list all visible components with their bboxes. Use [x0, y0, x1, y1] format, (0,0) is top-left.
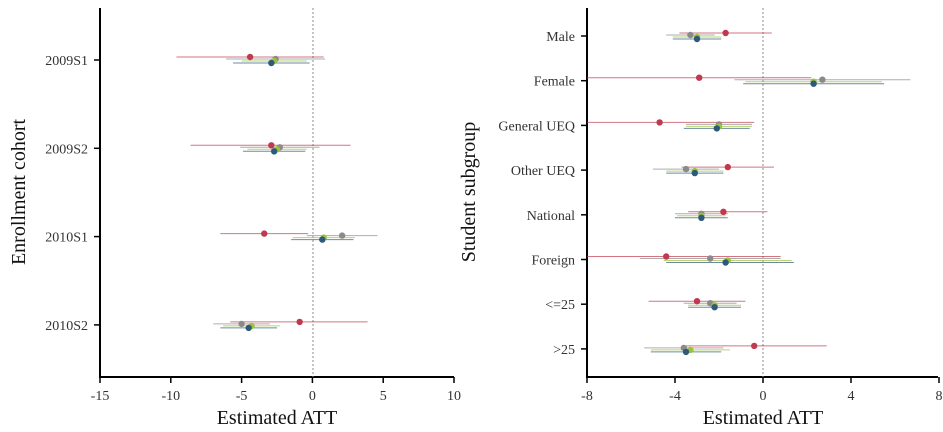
data-point — [682, 348, 690, 356]
right-y-tick-label: General UEQ — [498, 119, 575, 134]
data-point — [245, 324, 252, 332]
left-y-tick-label: 2009S1 — [45, 54, 88, 69]
right-y-axis-label: Student subgroup — [458, 122, 480, 263]
data-point — [238, 320, 245, 328]
right-x-tick-label: 8 — [936, 389, 943, 404]
left-x-tick-label: 10 — [447, 389, 461, 404]
data-point — [319, 236, 326, 243]
data-point — [270, 148, 278, 155]
panel-student-subgroup: -8 -4 0 4 8 Male Female General UEQ Other UEQ Na… — [458, 8, 943, 429]
data-point — [713, 125, 720, 132]
left-y-tick-label: 2010S2 — [45, 319, 88, 334]
right-y-tick-label: >25 — [553, 343, 575, 358]
data-point — [819, 76, 826, 83]
data-point — [296, 318, 303, 326]
data-point — [687, 31, 694, 39]
left-x-tick-label: -5 — [236, 389, 248, 404]
data-point — [663, 253, 670, 260]
data-point — [691, 169, 698, 177]
right-y-tick-label: Male — [546, 30, 575, 45]
right-x-axis-label: Estimated ATT — [703, 407, 824, 429]
data-point — [698, 214, 705, 221]
left-x-tick-label: 5 — [380, 389, 387, 404]
data-point — [682, 165, 690, 173]
data-point — [751, 342, 758, 350]
data-point — [246, 53, 254, 61]
right-y-ticks: Male Female General UEQ Other UEQ National Fo… — [498, 30, 587, 358]
right-y-tick-label: <=25 — [545, 298, 575, 313]
right-y-tick-label: Other UEQ — [511, 164, 575, 179]
right-y-tick-label: Foreign — [531, 254, 575, 269]
data-point — [724, 163, 731, 171]
panel-enrollment-cohort: -15 -10 -5 0 5 10 2009S1 2009S2 2010S1 2010S2 Es… — [8, 8, 461, 429]
right-x-ticks: -8 -4 0 4 8 — [581, 377, 943, 404]
right-marks — [587, 29, 911, 356]
data-point — [696, 74, 703, 81]
left-x-tick-label: 0 — [309, 389, 316, 404]
data-point — [707, 255, 714, 262]
data-point — [693, 298, 701, 305]
right-y-tick-label: National — [527, 209, 575, 224]
data-point — [268, 59, 275, 67]
data-point — [261, 230, 268, 237]
left-x-tick-label: -10 — [161, 389, 180, 404]
data-point — [720, 208, 727, 215]
data-point — [338, 232, 346, 239]
right-x-tick-label: -4 — [669, 389, 681, 404]
right-x-tick-label: -8 — [581, 389, 593, 404]
data-point — [810, 80, 817, 87]
left-x-axis-label: Estimated ATT — [217, 407, 338, 429]
left-x-ticks: -15 -10 -5 0 5 10 — [91, 377, 461, 404]
right-x-tick-label: 4 — [848, 389, 855, 404]
left-x-tick-label: -15 — [91, 389, 110, 404]
right-y-tick-label: Female — [534, 75, 575, 90]
left-y-ticks: 2009S1 2009S2 2010S1 2010S2 — [45, 54, 100, 334]
right-x-tick-label: 0 — [760, 389, 767, 404]
left-y-axis-label: Enrollment cohort — [8, 119, 30, 266]
data-point — [711, 304, 718, 311]
data-point — [722, 29, 729, 37]
data-point — [268, 142, 275, 149]
data-point — [693, 35, 701, 43]
data-point — [722, 259, 729, 266]
data-point — [656, 119, 663, 126]
left-marks — [176, 53, 378, 332]
left-y-tick-label: 2009S2 — [45, 142, 88, 157]
left-y-tick-label: 2010S1 — [45, 231, 88, 246]
